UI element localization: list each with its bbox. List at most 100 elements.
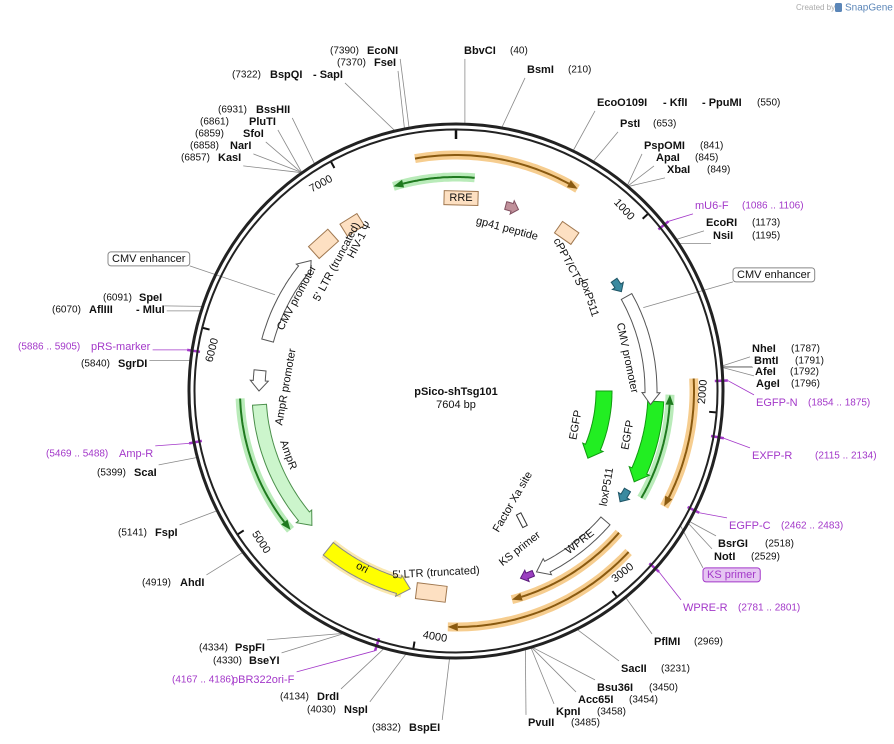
arrow-line bbox=[414, 154, 570, 185]
enzyme-name: - PpuMI bbox=[702, 97, 742, 109]
primer-label: EXFP-R (2115 .. 2134) bbox=[752, 450, 877, 462]
enzyme-position: (40) bbox=[510, 46, 528, 57]
enzyme-label: (40) BbvCI bbox=[464, 45, 528, 57]
enzyme-leader bbox=[344, 82, 395, 131]
enzyme-leader bbox=[593, 131, 619, 162]
enzyme-leader bbox=[397, 70, 405, 129]
enzyme-label: (4919) AhdI bbox=[142, 577, 204, 589]
enzyme-name: EcoRI bbox=[706, 217, 737, 229]
enzyme-leader bbox=[206, 552, 243, 576]
primer-range: (5886 .. 5905) bbox=[18, 342, 80, 353]
enzyme-leader bbox=[676, 230, 705, 240]
primer-name: Amp-R bbox=[119, 448, 153, 460]
enzyme-name: Bsu36I bbox=[597, 682, 633, 694]
enzyme-label: (3458) KpnI bbox=[556, 706, 626, 718]
enzyme-name: BmtI bbox=[754, 355, 778, 367]
feature-label: loxP511 bbox=[598, 467, 617, 507]
arrow-line bbox=[402, 176, 475, 185]
enzyme-position: (2518) bbox=[765, 539, 794, 550]
enzyme-name: NotI bbox=[714, 551, 735, 563]
callout: KS primer bbox=[702, 567, 761, 583]
enzyme-label: (3450) Bsu36I bbox=[597, 682, 678, 694]
enzyme-name: PflMI bbox=[654, 636, 680, 648]
enzyme-label: (841) PspOMI bbox=[644, 140, 723, 152]
enzyme-name: BseYI bbox=[249, 655, 280, 667]
primer-name: pBR322ori-F bbox=[232, 674, 295, 686]
enzyme-position: (6070) bbox=[52, 305, 81, 316]
scale-label: 1000 bbox=[611, 197, 636, 223]
callout: CMV enhancer bbox=[107, 251, 191, 267]
enzyme-label: (6091) SpeI bbox=[103, 292, 162, 304]
enzyme-leader bbox=[530, 648, 555, 705]
enzyme-name: SacII bbox=[621, 663, 647, 675]
feature-arrow bbox=[535, 516, 611, 576]
primer-leader bbox=[296, 650, 376, 673]
arrow-head bbox=[511, 593, 523, 601]
enzyme-name: NspI bbox=[344, 704, 368, 716]
enzyme-leader bbox=[628, 177, 666, 187]
enzyme-label: (7322) BspQI - SapI bbox=[232, 69, 343, 81]
brand: SnapGene bbox=[845, 3, 893, 14]
primer-label: EGFP-C (2462 .. 2483) bbox=[729, 520, 843, 532]
primer-label: Amp-R (5469 .. 5488) bbox=[46, 448, 153, 460]
enzyme-label: (3231) SacII bbox=[621, 663, 690, 675]
plasmid-name: pSico-shTsg101 bbox=[414, 386, 498, 398]
feature-arrow bbox=[519, 569, 536, 583]
enzyme-name: ApaI bbox=[656, 152, 680, 164]
feature-box bbox=[443, 190, 479, 207]
enzyme-leader bbox=[524, 649, 527, 715]
credit: Created by bbox=[796, 3, 835, 12]
enzyme-name: SfoI bbox=[243, 128, 264, 140]
primer-label: pRS-marker (5886 .. 5905) bbox=[18, 341, 151, 353]
scale-label: 2000 bbox=[696, 379, 710, 404]
scale-label: 4000 bbox=[422, 629, 448, 645]
enzyme-label: (7390) EcoNI bbox=[330, 45, 398, 57]
enzyme-position: (6091) bbox=[103, 293, 132, 304]
enzyme-leader bbox=[158, 457, 197, 466]
feature-arrow bbox=[261, 259, 312, 343]
primer-range: (2115 .. 2134) bbox=[815, 451, 877, 462]
callout-leader bbox=[643, 281, 734, 309]
primer-range: (2462 .. 2483) bbox=[781, 521, 843, 532]
enzyme-position: (550) bbox=[757, 98, 780, 109]
primer-name: EXFP-R bbox=[752, 450, 792, 462]
feature-label: RRE bbox=[449, 192, 472, 204]
primer-label: EGFP-N (1854 .. 1875) bbox=[756, 397, 870, 409]
enzyme-label: (1791) BmtI bbox=[754, 355, 824, 367]
enzyme-leader bbox=[625, 597, 653, 635]
enzyme-position: (4919) bbox=[142, 578, 171, 589]
enzyme-position: (6861) bbox=[200, 117, 229, 128]
enzyme-position: (5840) bbox=[81, 359, 110, 370]
brand-logo bbox=[835, 3, 842, 12]
enzyme-label: (1195) NsiI bbox=[713, 230, 780, 242]
primer-leader bbox=[723, 437, 751, 449]
feature-arrow bbox=[249, 369, 270, 392]
enzyme-name: PspFI bbox=[235, 642, 265, 654]
enzyme-name: - KflI bbox=[663, 97, 687, 109]
arrow-head bbox=[665, 394, 674, 405]
arrow-head bbox=[447, 622, 458, 631]
scale-label: 5000 bbox=[249, 529, 272, 556]
enzyme-position: (5141) bbox=[118, 528, 147, 539]
enzyme-label: (6931) BssHII bbox=[218, 104, 290, 116]
enzyme-position: (4330) bbox=[213, 656, 242, 667]
feature-arrow bbox=[581, 390, 613, 459]
enzyme-leader bbox=[689, 521, 717, 537]
callout-leader bbox=[189, 265, 276, 296]
primer-range: (4167 .. 4186) bbox=[172, 675, 234, 686]
callout-box bbox=[732, 267, 816, 283]
callout-text: KS primer bbox=[707, 569, 756, 581]
feature-label: gp41 peptide bbox=[475, 215, 540, 243]
arrow-line bbox=[640, 404, 671, 499]
feature-label: EGFP bbox=[567, 409, 584, 441]
backbone-inner bbox=[193, 128, 719, 654]
enzyme-name: PspOMI bbox=[644, 140, 685, 152]
callout-text: CMV enhancer bbox=[737, 269, 811, 281]
enzyme-position: (1792) bbox=[790, 367, 819, 378]
enzyme-leader bbox=[243, 165, 301, 173]
enzyme-position: (3485) bbox=[571, 718, 600, 729]
enzyme-label: (1796) AgeI bbox=[756, 378, 820, 390]
enzyme-position: (653) bbox=[653, 119, 676, 130]
enzyme-position: (1796) bbox=[791, 379, 820, 390]
